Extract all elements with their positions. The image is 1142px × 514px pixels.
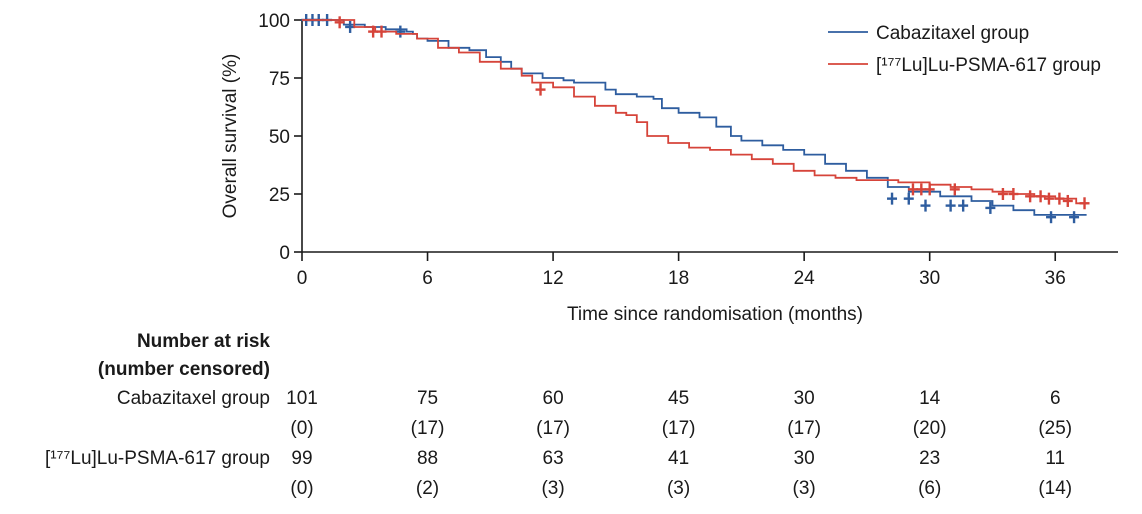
- risk-censored-value: (6): [918, 478, 941, 499]
- legend-label-1: [¹⁷⁷Lu]Lu-PSMA-617 group: [876, 55, 1101, 76]
- risk-censored-value: (3): [541, 478, 564, 499]
- series-line-1: [302, 19, 1087, 205]
- x-tick-label: 30: [919, 268, 940, 289]
- risk-at-risk-value: 14: [919, 388, 941, 409]
- risk-table: Number at risk (number censored) Cabazitax…: [45, 331, 1072, 499]
- x-tick-label: 0: [297, 268, 308, 289]
- y-tick-label: 50: [269, 127, 290, 148]
- x-ticks: 0 6 12 18 24 30 36: [297, 252, 1066, 289]
- legend: Cabazitaxel group [¹⁷⁷Lu]Lu-PSMA-617 grou…: [828, 23, 1101, 76]
- risk-at-risk-value: 63: [543, 448, 564, 469]
- y-tick-label: 100: [258, 11, 290, 32]
- risk-at-risk-value: 99: [291, 448, 312, 469]
- risk-at-risk-value: 11: [1045, 448, 1065, 469]
- risk-censored-value: (20): [913, 418, 947, 439]
- risk-censored-value: (0): [290, 478, 313, 499]
- risk-censored-value: (3): [667, 478, 690, 499]
- risk-heading-2: (number censored): [98, 359, 270, 380]
- legend-label-0: Cabazitaxel group: [876, 23, 1029, 44]
- x-tick-label: 24: [794, 268, 816, 289]
- y-axis-title: Overall survival (%): [220, 54, 241, 219]
- risk-censored-value: (17): [411, 418, 445, 439]
- risk-at-risk-value: 23: [919, 448, 940, 469]
- x-tick-label: 6: [422, 268, 433, 289]
- risk-censored-value: (0): [290, 418, 313, 439]
- risk-group-label-0: Cabazitaxel group: [117, 388, 270, 409]
- risk-censored-value: (14): [1038, 478, 1072, 499]
- series-line-0: [302, 19, 1087, 216]
- risk-at-risk-value: 75: [417, 388, 438, 409]
- y-tick-label: 25: [269, 185, 290, 206]
- y-ticks: 0 25 50 75 100: [258, 11, 302, 264]
- risk-censored-value: (2): [416, 478, 439, 499]
- risk-group-label-1: [¹⁷⁷Lu]Lu-PSMA-617 group: [45, 448, 270, 469]
- risk-at-risk-value: 30: [794, 388, 815, 409]
- risk-at-risk-value: 101: [286, 388, 318, 409]
- risk-at-risk-value: 45: [668, 388, 689, 409]
- risk-at-risk-value: 60: [543, 388, 564, 409]
- x-tick-label: 18: [668, 268, 689, 289]
- series-layer: [301, 14, 1090, 224]
- x-axis-title: Time since randomisation (months): [567, 304, 863, 325]
- x-tick-label: 12: [543, 268, 564, 289]
- risk-heading-1: Number at risk: [137, 331, 270, 352]
- risk-at-risk-value: 30: [794, 448, 815, 469]
- risk-censored-value: (3): [793, 478, 816, 499]
- risk-censored-value: (25): [1038, 418, 1072, 439]
- risk-at-risk-value: 6: [1050, 388, 1061, 409]
- y-tick-label: 75: [269, 69, 290, 90]
- risk-at-risk-value: 88: [417, 448, 438, 469]
- y-tick-label: 0: [279, 243, 290, 264]
- risk-at-risk-value: 41: [668, 448, 689, 469]
- x-tick-label: 36: [1045, 268, 1066, 289]
- risk-censored-value: (17): [536, 418, 570, 439]
- risk-censored-value: (17): [787, 418, 821, 439]
- risk-censored-value: (17): [662, 418, 696, 439]
